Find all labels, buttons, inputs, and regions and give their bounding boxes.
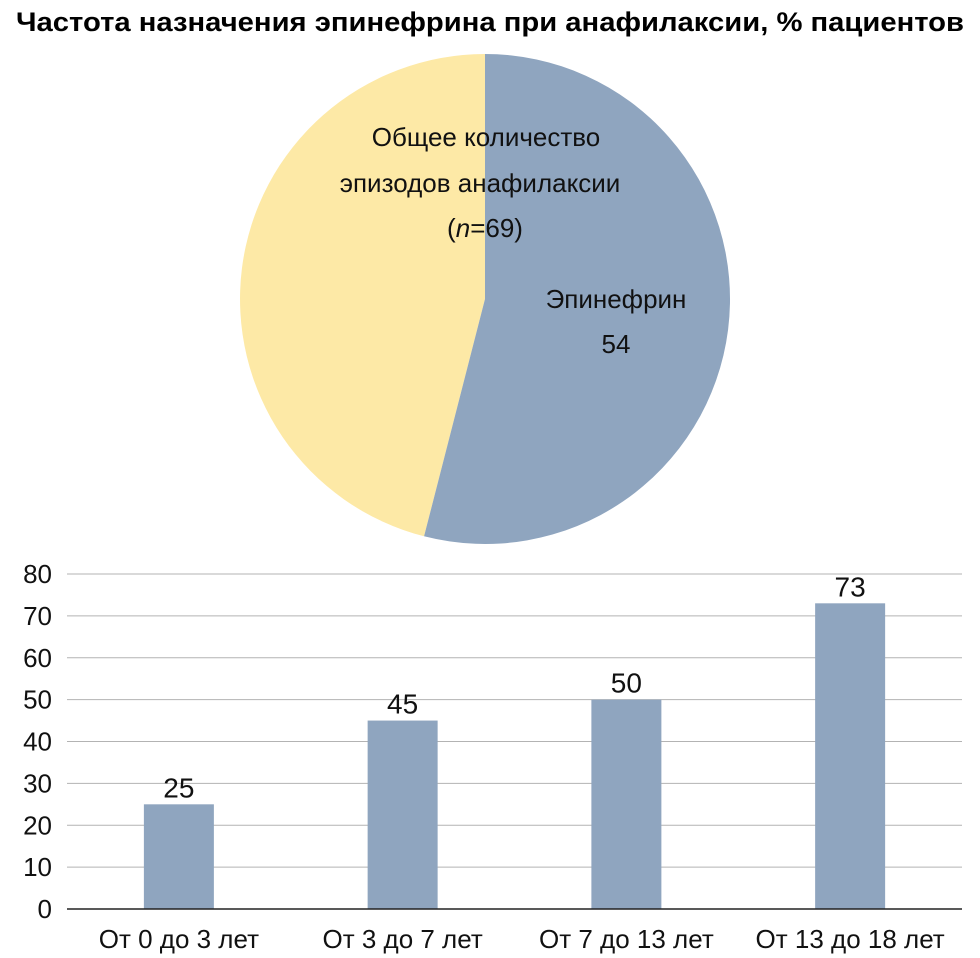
pie-chart: Общее количество эпизодов анафилаксии (n… [240, 54, 731, 545]
y-tick-label: 70 [23, 601, 52, 631]
bar [367, 720, 438, 909]
y-tick-label: 40 [23, 727, 52, 757]
bar [143, 804, 214, 909]
y-tick-label: 0 [38, 894, 52, 924]
x-category-label: От 13 до 18 лет [756, 924, 945, 954]
bar [815, 603, 886, 909]
chart-title: Частота назначения эпинефрина при анафил… [16, 7, 964, 37]
x-category-label: От 3 до 7 лет [322, 924, 482, 954]
bar-value-label: 25 [163, 772, 194, 803]
y-tick-label: 80 [23, 559, 52, 589]
bar-value-label: 50 [611, 668, 642, 699]
pie-n-var: n [456, 213, 470, 243]
bar-value-label: 73 [835, 571, 866, 602]
pie-slice-epinephrine-value: 54 [602, 329, 631, 359]
pie-slice-epinephrine-name: Эпинефрин [546, 284, 687, 314]
x-category-label: От 0 до 3 лет [99, 924, 259, 954]
y-tick-label: 10 [23, 852, 52, 882]
y-tick-label: 20 [23, 810, 52, 840]
bar-value-label: 45 [387, 689, 418, 720]
pie-n-rest: =69) [470, 213, 523, 243]
pie-slice-rest [240, 54, 485, 537]
pie-total-label-line1: Общее количество [372, 122, 601, 152]
bar-chart: 0 10 20 30 40 50 60 70 80 25 От 0 до 3 лет 45 От 3 д… [23, 559, 962, 954]
pie-slice-epinephrine [424, 54, 731, 545]
bar [591, 699, 662, 910]
y-tick-label: 60 [23, 643, 52, 673]
y-tick-label: 30 [23, 768, 52, 798]
pie-total-label-line2: эпизодов анафилаксии [340, 168, 621, 198]
y-tick-label: 50 [23, 685, 52, 715]
pie-total-label-n: (n=69) [447, 213, 523, 243]
x-category-label: От 7 до 13 лет [539, 924, 714, 954]
pie-n-prefix: ( [447, 213, 456, 243]
